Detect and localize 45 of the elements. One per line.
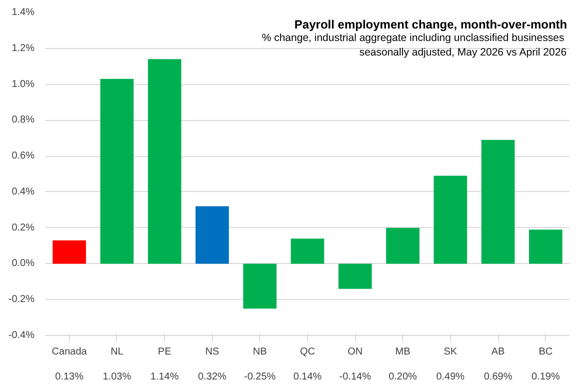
bar: [481, 140, 515, 264]
y-tick-label: 1.2%: [12, 42, 35, 54]
y-tick-label: 0.4%: [12, 186, 35, 198]
x-tick-label: Canada: [52, 346, 88, 358]
chart-title: Payroll employment change, month-over-month: [294, 17, 568, 32]
y-tick-label: 0.6%: [12, 150, 35, 162]
x-tick-label: ON: [348, 346, 363, 358]
data-label: 1.03%: [102, 372, 132, 382]
y-tick-label: 1.4%: [12, 7, 35, 18]
bar: [100, 78, 134, 264]
bar: [148, 59, 182, 264]
bar: [529, 230, 562, 264]
x-tick-label: MB: [395, 346, 411, 358]
bar: [52, 240, 86, 264]
data-label: 0.49%: [436, 372, 465, 382]
x-tick-label: AB: [491, 346, 506, 358]
data-label: 0.69%: [484, 372, 512, 382]
data-label: -0.14%: [339, 372, 372, 382]
bar: [434, 176, 468, 264]
data-label: 0.20%: [388, 372, 418, 382]
data-label: -0.25%: [244, 372, 276, 382]
y-tick-label: 0.2%: [12, 222, 35, 234]
y-tick-label: 0.0%: [12, 258, 35, 270]
y-tick-label: 0.8%: [12, 114, 35, 126]
data-label: 0.14%: [293, 372, 322, 382]
x-tick-label: BC: [538, 346, 553, 358]
data-label: 0.19%: [532, 372, 560, 382]
bar: [290, 238, 324, 264]
y-tick-label: -0.4%: [8, 330, 35, 341]
x-tick-label: NS: [205, 346, 220, 358]
bar: [243, 264, 277, 309]
y-tick-label: -0.2%: [8, 294, 35, 306]
x-tick-label: SK: [444, 346, 458, 358]
data-label: 0.32%: [198, 372, 227, 382]
x-tick-label: QC: [300, 346, 315, 358]
bar: [338, 264, 372, 289]
data-label: 1.14%: [150, 372, 179, 382]
data-label: 0.13%: [55, 372, 84, 382]
y-tick-label: 1.0%: [12, 78, 35, 90]
x-tick-label: NL: [110, 346, 124, 358]
x-tick-label: PE: [158, 346, 172, 358]
x-tick-label: NB: [252, 346, 268, 358]
bar: [196, 206, 229, 264]
text: % change, industrial aggregate including unclassified businesses seasonally adjusted, May 2026 vs April 2026: [262, 32, 567, 58]
bar: [386, 228, 420, 264]
